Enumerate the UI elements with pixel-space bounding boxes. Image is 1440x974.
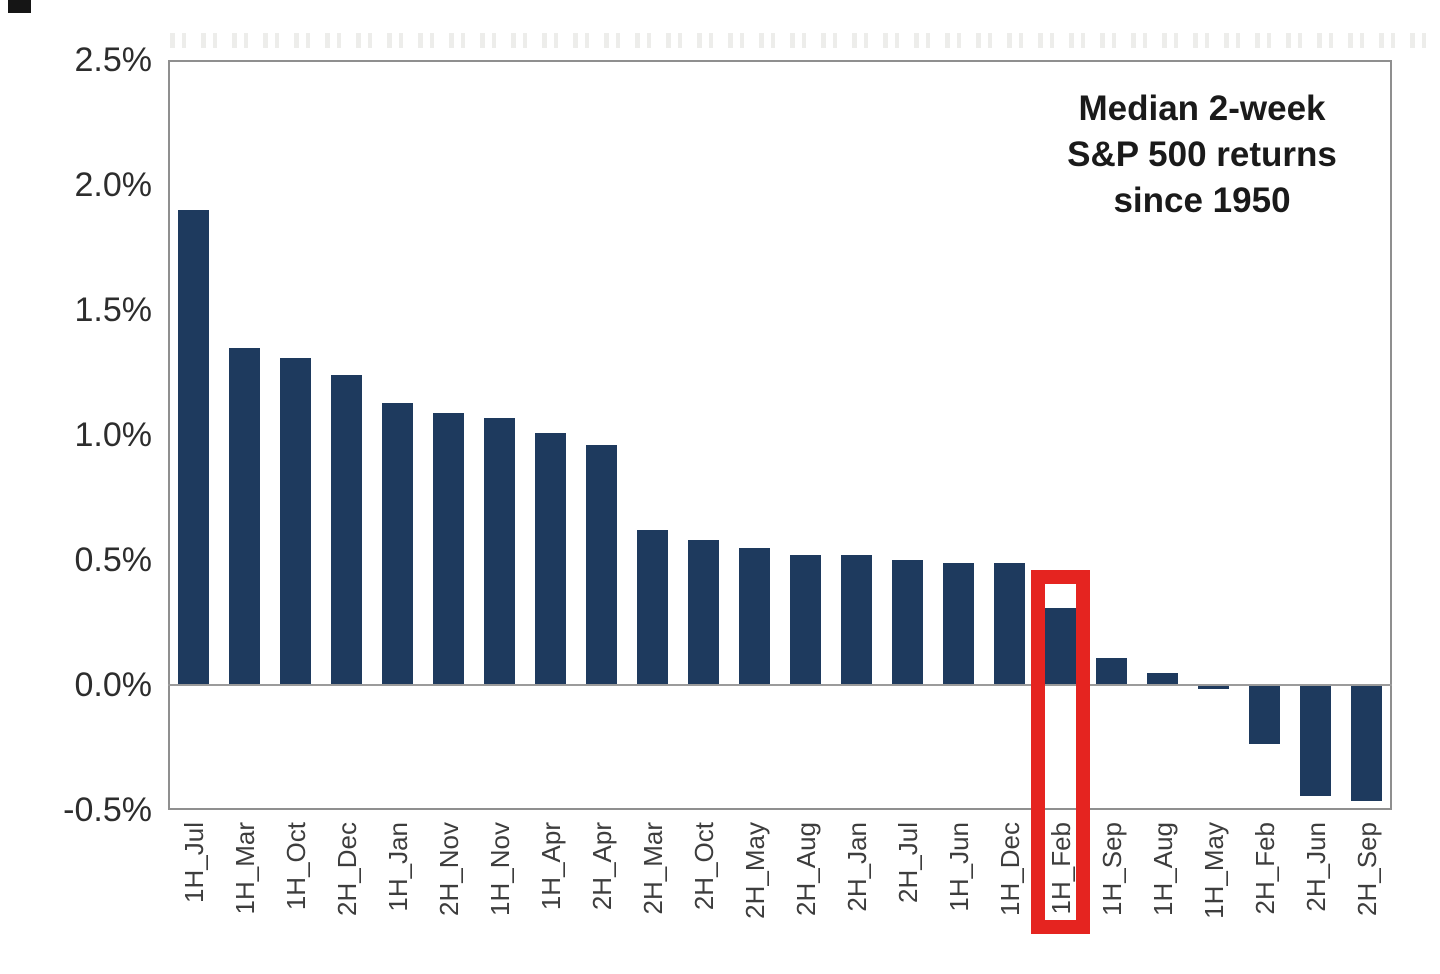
bar-2H_Sep bbox=[1351, 686, 1382, 801]
zero-axis-line bbox=[168, 684, 1392, 686]
x-tick-label-1H_Oct: 1H_Oct bbox=[280, 822, 311, 911]
y-tick-label: 2.5% bbox=[74, 41, 153, 79]
bar-1H_Aug bbox=[1147, 672, 1178, 685]
bar-1H_Mar bbox=[229, 347, 260, 685]
bar-2H_Jul bbox=[892, 560, 923, 685]
x-tick-label-2H_Aug: 2H_Aug bbox=[790, 822, 821, 916]
bar-1H_May bbox=[1198, 686, 1229, 689]
bar-2H_Dec bbox=[331, 375, 362, 685]
x-tick-label-2H_Feb: 2H_Feb bbox=[1249, 822, 1280, 915]
x-tick-label-1H_Jan: 1H_Jan bbox=[382, 822, 413, 912]
y-tick-label: 0.0% bbox=[74, 666, 153, 704]
x-tick-label-2H_Jan: 2H_Jan bbox=[841, 822, 872, 912]
bar-1H_Feb bbox=[1045, 607, 1076, 685]
bar-2H_Aug bbox=[790, 555, 821, 685]
x-tick-label-2H_Jun: 2H_Jun bbox=[1300, 822, 1331, 912]
x-tick-label-2H_Oct: 2H_Oct bbox=[688, 822, 719, 911]
x-tick-label-2H_Nov: 2H_Nov bbox=[433, 822, 464, 916]
corner-artifact bbox=[8, 0, 31, 13]
bar-1H_Dec bbox=[994, 562, 1025, 685]
bar-1H_Sep bbox=[1096, 657, 1127, 685]
bar-2H_Oct bbox=[688, 540, 719, 685]
bar-1H_Jul bbox=[178, 210, 209, 685]
x-tick-label-1H_Nov: 1H_Nov bbox=[484, 822, 515, 916]
x-tick-label-1H_Sep: 1H_Sep bbox=[1096, 822, 1127, 916]
bar-1H_Apr bbox=[535, 432, 566, 685]
x-tick-label-1H_Apr: 1H_Apr bbox=[535, 822, 566, 911]
bar-2H_Nov bbox=[433, 412, 464, 685]
bar-2H_Jan bbox=[841, 555, 872, 685]
bar-1H_Jan bbox=[382, 402, 413, 685]
x-tick-label-1H_Jul: 1H_Jul bbox=[178, 822, 209, 903]
bar-1H_Oct bbox=[280, 357, 311, 685]
cropped-text-artifact bbox=[170, 33, 1440, 48]
chart-title: Median 2-week S&P 500 returns since 1950 bbox=[1067, 89, 1337, 220]
x-tick-label-2H_Apr: 2H_Apr bbox=[586, 822, 617, 911]
y-tick-label: 2.0% bbox=[74, 166, 153, 204]
y-tick-label: 1.0% bbox=[74, 416, 153, 454]
x-tick-label-2H_Sep: 2H_Sep bbox=[1351, 822, 1382, 916]
x-tick-label-2H_Jul: 2H_Jul bbox=[892, 822, 923, 903]
bar-2H_Mar bbox=[637, 530, 668, 685]
bar-1H_Jun bbox=[943, 562, 974, 685]
x-tick-label-1H_Jun: 1H_Jun bbox=[943, 822, 974, 912]
bar-2H_Apr bbox=[586, 445, 617, 685]
y-tick-label: 1.5% bbox=[74, 291, 153, 329]
y-tick-label: -0.5% bbox=[63, 791, 152, 829]
x-tick-label-2H_Dec: 2H_Dec bbox=[331, 822, 362, 916]
highlight-box bbox=[1031, 569, 1090, 934]
bar-2H_Jun bbox=[1300, 686, 1331, 796]
x-tick-label-2H_Mar: 2H_Mar bbox=[637, 822, 668, 915]
x-tick-label-1H_Dec: 1H_Dec bbox=[994, 822, 1025, 916]
bar-2H_May bbox=[739, 547, 770, 685]
bar-1H_Nov bbox=[484, 417, 515, 685]
x-tick-label-2H_May: 2H_May bbox=[739, 822, 770, 919]
y-tick-label: 0.5% bbox=[74, 541, 153, 579]
x-tick-label-1H_Mar: 1H_Mar bbox=[229, 822, 260, 915]
x-tick-label-1H_May: 1H_May bbox=[1198, 822, 1229, 919]
x-tick-label-1H_Aug: 1H_Aug bbox=[1147, 822, 1178, 916]
bar-2H_Feb bbox=[1249, 686, 1280, 744]
